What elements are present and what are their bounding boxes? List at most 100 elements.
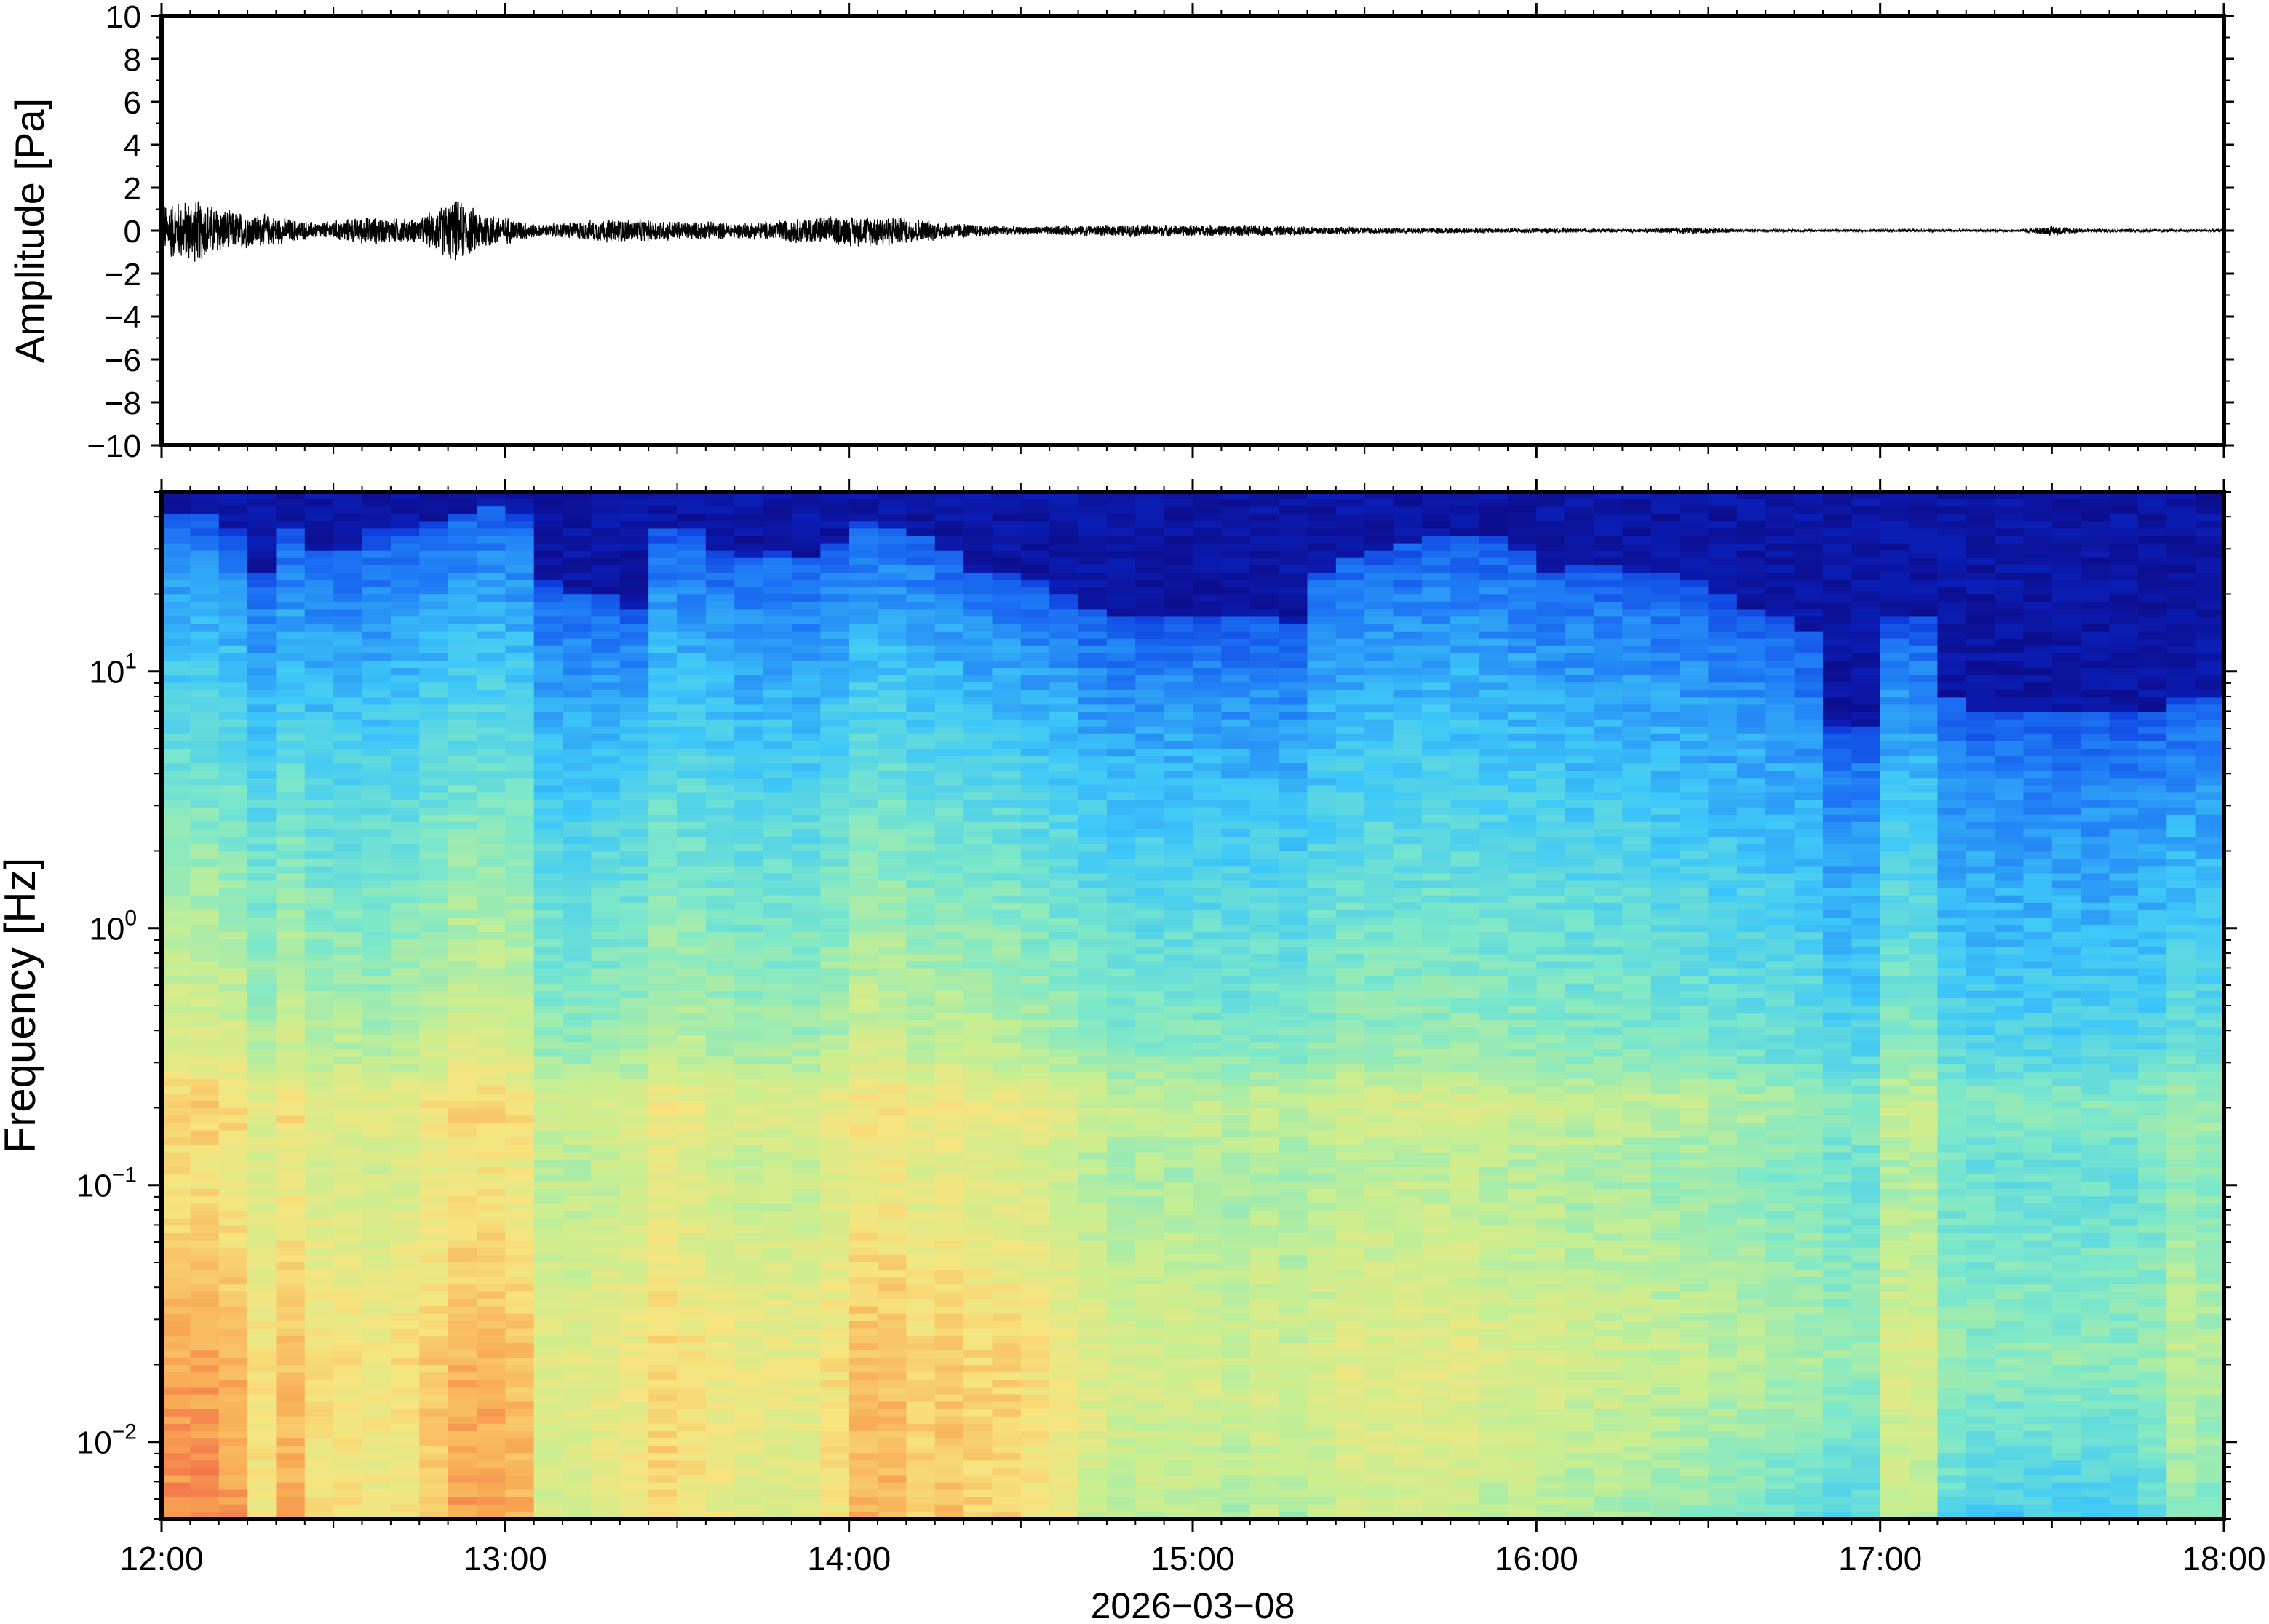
spectrogram-cell — [791, 557, 822, 566]
spectrogram-cell — [820, 719, 850, 728]
spectrogram-cell — [276, 624, 306, 632]
spectrogram-cell — [218, 741, 248, 749]
spectrogram-cell — [1078, 1254, 1108, 1263]
spectrogram-cell — [1106, 712, 1137, 720]
spectrogram-cell — [677, 1049, 707, 1058]
spectrogram-cell — [390, 1064, 421, 1072]
spectrogram-cell — [934, 1247, 964, 1256]
spectrogram-cell — [934, 528, 964, 537]
spectrogram-cell — [677, 925, 707, 933]
spectrogram-cell — [677, 741, 707, 749]
spectrogram-cell — [849, 1247, 878, 1256]
spectrogram-cell — [992, 1006, 1022, 1014]
spectrogram-cell — [705, 807, 736, 816]
spectrogram-cell — [1020, 1306, 1050, 1315]
spectrogram-cell — [1049, 690, 1079, 698]
spectrogram-cell — [563, 778, 592, 787]
spectrogram-cell — [1106, 807, 1137, 816]
spectrogram-cell — [218, 1475, 248, 1484]
spectrogram-cell — [190, 792, 220, 801]
spectrogram-cell — [705, 1438, 736, 1446]
spectrogram-cell — [1020, 954, 1050, 963]
spectrogram-cell — [763, 1321, 792, 1329]
spectrogram-cell — [333, 902, 363, 911]
spectrogram-cell — [304, 580, 334, 588]
spectrogram-cell — [533, 1511, 563, 1519]
spectrogram-cell — [505, 1342, 535, 1351]
spectrogram-cell — [849, 1358, 878, 1366]
spectrogram-cell — [591, 1196, 621, 1205]
spectrogram-cell — [878, 1365, 907, 1374]
spectrogram-cell — [906, 572, 936, 581]
spectrogram-cell — [1049, 947, 1079, 955]
spectrogram-cell — [734, 1182, 764, 1190]
spectrogram-cell — [820, 947, 850, 955]
spectrogram-cell — [476, 837, 506, 845]
spectrogram-cell — [333, 580, 363, 588]
spectrogram-cell — [362, 1401, 392, 1410]
spectrogram-cell — [448, 1365, 477, 1374]
spectrogram-cell — [591, 1446, 621, 1454]
spectrogram-cell — [1020, 1497, 1050, 1505]
spectrogram-cell — [419, 844, 449, 852]
spectrogram-cell — [362, 543, 392, 552]
spectrogram-cell — [734, 528, 764, 537]
spectrogram-cell — [448, 712, 477, 720]
spectrogram-cell — [878, 733, 907, 742]
spectrogram-cell — [591, 998, 621, 1006]
spectrogram-cell — [591, 609, 621, 618]
spectrogram-cell — [276, 1394, 306, 1403]
spectrogram-cell — [533, 807, 563, 816]
spectrogram-cell — [963, 1137, 993, 1146]
spectrogram-cell — [190, 873, 220, 882]
spectrogram-cell — [934, 1365, 964, 1374]
spectrogram-cell — [906, 697, 936, 706]
spectrogram-cell — [992, 909, 1022, 918]
spectrogram-cell — [734, 1101, 764, 1109]
spectrogram-cell — [677, 1027, 707, 1036]
spectrogram-cell — [247, 653, 277, 661]
spectrogram-cell — [820, 499, 850, 507]
spectrogram-cell — [563, 1409, 592, 1417]
spectrogram-cell — [448, 550, 477, 559]
spectrogram-cell — [276, 866, 306, 875]
spectrogram-cell — [448, 653, 477, 661]
spectrogram-cell — [619, 1482, 649, 1491]
spectrogram-cell — [763, 1460, 792, 1469]
spectrogram-cell — [505, 543, 535, 552]
spectrogram-cell — [734, 1497, 764, 1505]
spectrogram-cell — [763, 1196, 792, 1205]
spectrogram-cell — [963, 1511, 993, 1519]
spectrogram-cell — [190, 499, 220, 507]
spectrogram-cell — [1106, 895, 1137, 904]
spectrogram-cell — [820, 638, 850, 647]
spectrogram-cell — [190, 1225, 220, 1234]
spectrogram-cell — [934, 1284, 964, 1293]
spectrogram-cell — [419, 536, 449, 544]
spectrogram-cell — [276, 1240, 306, 1249]
spectrogram-cell — [878, 749, 907, 757]
spectrogram-cell — [1106, 837, 1137, 845]
spectrogram-cell — [934, 1130, 964, 1139]
spectrogram-cell — [563, 528, 592, 537]
spectrogram-cell — [648, 1460, 678, 1469]
spectrogram-cell — [1135, 638, 1165, 647]
spectrogram-cell — [1020, 1299, 1050, 1307]
spectrogram-cell — [963, 1380, 993, 1388]
spectrogram-cell — [992, 1064, 1022, 1072]
spectrogram-cell — [476, 1291, 506, 1300]
spectrogram-cell — [648, 1504, 678, 1513]
spectrogram-cell — [992, 983, 1022, 992]
spectrogram-cell — [820, 1291, 850, 1300]
spectrogram-cell — [505, 1482, 535, 1491]
spectrogram-cell — [448, 1189, 477, 1198]
spectrogram-cell — [1106, 1254, 1137, 1263]
spectrogram-cell — [362, 1123, 392, 1131]
spectrogram-cell — [820, 792, 850, 801]
spectrogram-cell — [791, 726, 822, 735]
spectrogram-cell — [247, 1401, 277, 1410]
spectrogram-cell — [419, 1049, 449, 1058]
spectrogram-cell — [763, 1086, 792, 1094]
spectrogram-cell — [849, 638, 878, 647]
spectrogram-cell — [476, 1035, 506, 1043]
